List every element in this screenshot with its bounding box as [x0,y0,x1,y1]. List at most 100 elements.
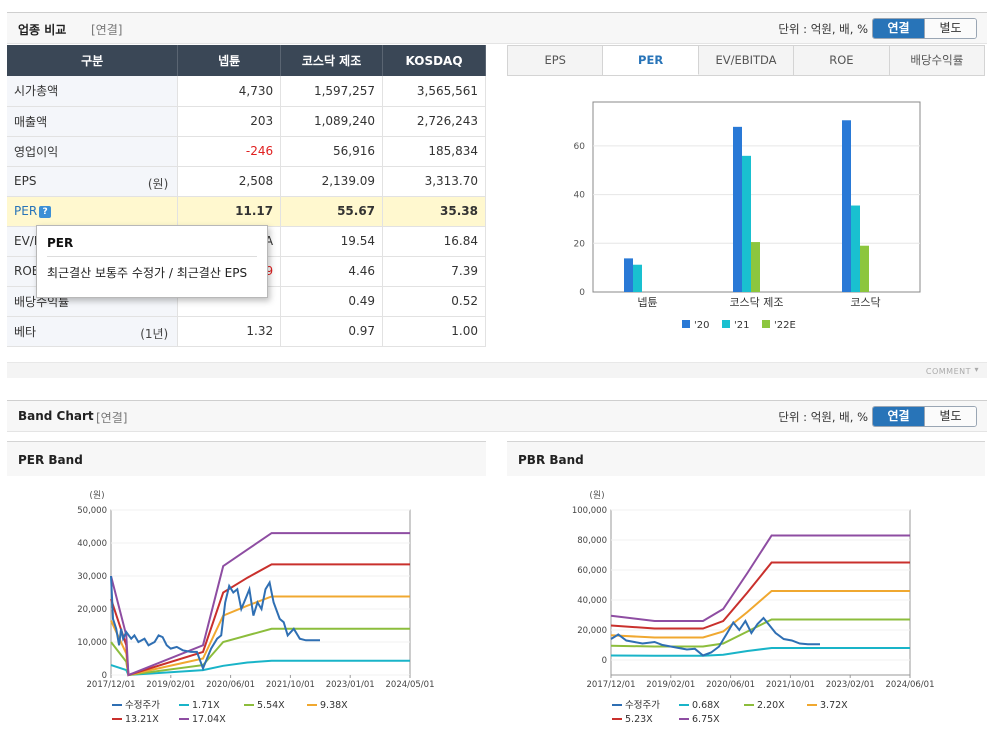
band-chart-sub: [연결] [96,411,128,425]
band-unit-label: 단위 : 억원, 배, % [778,410,868,424]
x-tick-label: 2019/02/01 [646,680,695,690]
series-line [110,575,320,672]
per-tooltip: PER 최근결산 보통주 수정가 / 최근결산 EPS [36,225,268,298]
per-bar-chart: 0 20 40 60 넵튠 코스닥 제조 코스닥 '20 '21 '22E [574,101,921,331]
row-label: 시가총액 [7,76,179,107]
table-cell: 3,313.70 [382,166,486,197]
legend-swatch [682,320,690,328]
row-unit: (1년) [140,326,169,341]
table-row: PER? 11.17 55.67 35.38 [7,196,486,227]
industry-compare-table: 구분 넵튠 코스닥 제조 KOSDAQ 시가총액 4,730 1,597,257 3,… [7,45,486,347]
y-axis-unit: (원) [589,490,604,501]
tooltip-title: PER [47,236,257,257]
table-cell: 0.52 [382,286,486,317]
bar [851,205,860,292]
table-cell: 0.49 [280,286,384,317]
x-tick-label: 코스닥 제조 [729,296,783,309]
legend-label: 17.04X [192,714,226,725]
band-consolidated-toggle: 연결 별도 [872,406,977,427]
legend-label: 5.23X [625,714,653,725]
row-label-text: 영업이익 [14,144,59,159]
row-label-text: 매출액 [14,114,48,129]
x-tick-label: 넵튠 [637,296,657,309]
row-label-text: EPS [14,174,37,188]
bar [624,258,633,292]
y-tick-label: 40 [574,191,586,201]
tab-dividend[interactable]: 배당수익률 [910,53,964,67]
table-row: 베타 (1년) 1.32 0.97 1.00 [7,316,486,347]
x-tick-label: 2024/06/01 [886,680,935,690]
series-line [110,532,410,677]
col-header: 구분 [7,45,179,76]
table-row: EPS (원) 2,508 2,139.09 3,313.70 [7,166,486,197]
x-tick-label: 2023/02/01 [826,680,875,690]
tooltip-body: 최근결산 보통주 수정가 / 최근결산 EPS [47,266,248,280]
col-header: 넵튠 [177,45,282,76]
band-separate-button[interactable]: 별도 [924,407,976,426]
comment-label: COMMENT [925,367,971,376]
y-tick-label: 20,000 [577,626,607,636]
band-consolidated-button[interactable]: 연결 [873,407,924,426]
bar [842,120,851,292]
series-line [110,659,410,677]
table-cell: 16.84 [382,226,486,257]
row-label: 영업이익 [7,136,179,167]
table-cell: 11.17 [177,196,282,227]
x-tick-label: 2024/05/01 [386,680,435,690]
tab-per[interactable]: PER [603,46,699,75]
table-cell: 19.54 [280,226,384,257]
x-tick-label: 2021/10/01 [766,680,815,690]
series-line [610,618,910,648]
bar [742,155,751,292]
series-line [610,616,820,657]
comment-toggle[interactable]: COMMENT ▾ [925,365,979,376]
x-tick-label: 2021/10/01 [266,680,315,690]
y-tick-label: 100,000 [572,506,607,516]
y-tick-label: 30,000 [77,572,107,582]
table-cell: -246 [177,136,282,167]
separate-button[interactable]: 별도 [924,19,976,38]
tab-ev-ebitda[interactable]: EV/EBITDA [699,46,795,75]
x-tick-label: 2019/02/01 [146,680,195,690]
y-tick-label: 50,000 [77,506,107,516]
series-line [610,561,910,630]
help-icon[interactable]: ? [39,206,52,218]
tab-roe[interactable]: ROE [794,46,890,75]
legend-label: '22E [774,320,796,331]
row-label-text: PER [14,204,38,218]
bar [860,245,869,292]
unit-label: 단위 : 억원, 배, % [778,22,868,36]
table-cell: 2,726,243 [382,106,486,137]
table-header-row: 구분 넵튠 코스닥 제조 KOSDAQ [7,45,486,76]
row-label: 베타 (1년) [7,316,179,347]
x-tick-label: 2017/12/01 [587,680,636,690]
industry-compare-title: 업종 비교 [18,23,67,37]
industry-compare-header: 업종 비교 [연결] 단위 : 억원, 배, % 연결 별도 [7,12,987,44]
per-band-header: PER Band [7,441,486,476]
row-label: PER? [7,196,179,227]
row-label-text: ROE [14,264,40,278]
legend-label: 3.72X [820,700,848,711]
legend-label: '21 [734,320,749,331]
table-cell: 1,089,240 [280,106,384,137]
pbr-band-chart: (원) 0 20,000 40,000 60,000 80,000 100,000 2017/… [572,490,935,725]
table-cell: 203 [177,106,282,137]
table-cell: 2,139.09 [280,166,384,197]
consolidated-button[interactable]: 연결 [873,19,924,38]
y-tick-label: 60 [574,142,586,152]
per-band-title: PER Band [18,453,83,467]
y-tick-label: 40,000 [577,596,607,606]
row-label: 매출액 [7,106,179,137]
y-tick-label: 40,000 [77,539,107,549]
series-line [610,534,910,622]
legend-label: 수정주가 [125,700,160,711]
table-row: 시가총액 4,730 1,597,257 3,565,561 [7,76,486,107]
y-tick-label: 20 [574,239,586,249]
table-row: 영업이익 -246 56,916 185,834 [7,136,486,167]
legend-label: 13.21X [125,714,159,725]
consolidated-toggle: 연결 별도 [872,18,977,39]
bar [633,264,642,292]
tab-eps[interactable]: EPS [508,46,604,75]
table-cell: 4,730 [177,76,282,107]
x-tick-label: 코스닥 [850,296,880,309]
